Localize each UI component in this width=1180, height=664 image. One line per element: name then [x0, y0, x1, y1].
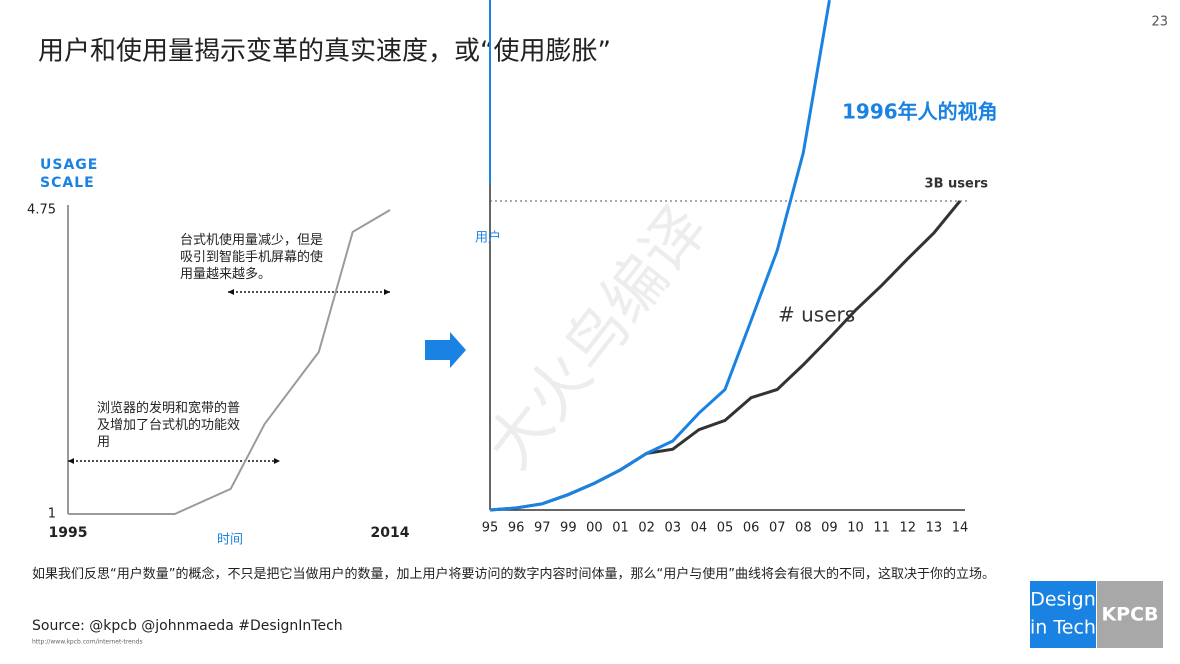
x-tick-label: 99: [560, 521, 577, 536]
watermark: 大火鸟编译: [472, 193, 720, 482]
x-tick-label: 05: [717, 521, 734, 536]
reference-label: 3B users: [925, 177, 989, 192]
usage-line: [68, 209, 391, 515]
x-tick-label: 12: [900, 521, 917, 536]
x-tick-label: 09: [821, 521, 838, 536]
x-tick-label: 01: [612, 521, 629, 536]
x-axis-label: 时间: [217, 533, 243, 548]
x-tick-label: 13: [926, 521, 943, 536]
logo-design: [1030, 581, 1096, 648]
source: Source: @kpcb @johnmaeda #DesignInTech: [32, 618, 343, 634]
x-tick-label: 97: [534, 521, 551, 536]
logo-text: in Tech: [1030, 617, 1096, 639]
x-tick-label: 11: [873, 521, 890, 536]
y-tick-label: 1: [48, 507, 56, 522]
x-tick-label: 06: [743, 521, 760, 536]
arrow-head: [274, 458, 280, 464]
arrow-head: [68, 458, 74, 464]
x-tick-label: 2014: [371, 525, 410, 541]
y-tick-label: 4.75: [27, 203, 56, 218]
caption: 如果我们反思“用户数量”的概念，不只是把它当做用户的数量，加上用户将要访问的数字…: [32, 567, 995, 582]
x-tick-label: 00: [586, 521, 603, 536]
y-axis-label: SCALE: [40, 175, 95, 191]
transition-arrow: [425, 332, 466, 368]
arrow-head: [384, 289, 390, 295]
slide-title: 用户和使用量揭示变革的真实速度，或“使用膨胀”: [38, 37, 611, 67]
x-tick-label: 08: [795, 521, 812, 536]
annotation: 浏览器的发明和宽带的普及增加了台式机的功能效用: [97, 401, 241, 450]
y-axis-label: 用户: [475, 230, 501, 246]
x-tick-label: 96: [508, 521, 525, 536]
x-tick-label: 03: [665, 521, 682, 536]
x-tick-label: 10: [847, 521, 864, 536]
x-tick-label: 1995: [49, 525, 88, 541]
series-label: # users: [778, 303, 855, 327]
logo-text: Design: [1030, 589, 1096, 611]
x-tick-label: 02: [638, 521, 655, 536]
y-axis-label: USAGE: [40, 157, 98, 173]
url: http://www.kpcb.com/internet-trends: [32, 639, 143, 646]
x-tick-label: 04: [691, 521, 708, 536]
arrow-head: [228, 289, 234, 295]
x-tick-label: 95: [482, 521, 499, 536]
logo-kpcb: [1097, 581, 1163, 648]
x-tick-label: 07: [769, 521, 786, 536]
annotation: 台式机使用量减少，但是吸引到智能手机屏幕的使用量越来越多。: [180, 233, 324, 282]
page-number: 23: [1151, 15, 1168, 30]
logo-text: KPCB: [1101, 604, 1158, 626]
x-tick-label: 14: [952, 521, 969, 536]
series-label: 1996年人的视角: [842, 100, 998, 124]
series-line: [489, 0, 831, 512]
